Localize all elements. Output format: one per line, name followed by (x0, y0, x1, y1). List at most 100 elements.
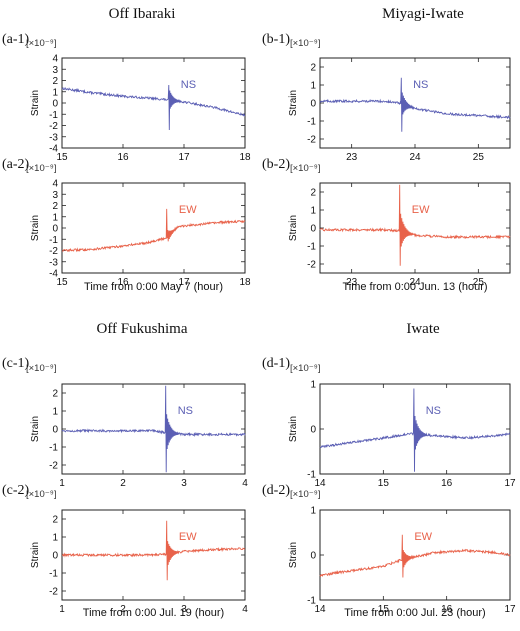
y-tick-label: -1 (49, 110, 58, 121)
y-tick-label: 2 (52, 389, 58, 400)
x-tick-label: 23 (346, 277, 358, 288)
x-tick-label: 24 (409, 152, 421, 163)
series-line-ew (319, 534, 511, 578)
y-tick-label: 2 (310, 63, 316, 74)
unit-label: [×10⁻⁹] (26, 163, 56, 174)
series-line-ns (61, 385, 246, 473)
y-tick-label: -1 (307, 470, 316, 481)
y-axis-label: Strain (288, 90, 299, 116)
panel-title: Iwate (406, 321, 440, 337)
panel-d-2: (d-2) [×10⁻⁹] 1 0 -114 15 16 17 Strain EW (262, 483, 516, 615)
plot-frame (319, 182, 511, 274)
x-tick-label: 18 (239, 277, 251, 288)
y-tick-label: -1 (49, 235, 58, 246)
x-tick-label: 17 (504, 478, 516, 489)
x-tick-label: 4 (242, 604, 248, 615)
series-line-ns (319, 77, 511, 132)
unit-label: [×10⁻⁹] (26, 38, 56, 49)
component-label: NS (426, 405, 441, 417)
y-axis-label: Strain (288, 542, 299, 568)
panel-title: Miyagi-Iwate (382, 6, 464, 22)
y-tick-label: -3 (49, 257, 58, 268)
plot-frame (61, 57, 246, 149)
x-tick-label: 15 (378, 478, 390, 489)
panel-label: (a-1) (2, 32, 30, 47)
y-tick-label: 0 (310, 224, 316, 235)
unit-label: [×10⁻⁹] (290, 489, 320, 500)
panel-label: (b-2) (262, 157, 290, 172)
y-tick-label: 4 (52, 179, 58, 190)
x-tick-label: 3 (181, 478, 187, 489)
y-axis-label: Strain (30, 416, 41, 442)
y-tick-label: -2 (49, 246, 58, 257)
y-tick-label: 2 (52, 76, 58, 87)
x-tick-label: 1 (59, 604, 65, 615)
y-tick-label: 2 (52, 515, 58, 526)
y-tick-label: 3 (52, 190, 58, 201)
series-line-ns (61, 84, 246, 131)
series-line-ew (319, 184, 511, 266)
panel-label: (c-1) (2, 356, 30, 371)
panel-title: Off Ibaraki (109, 6, 176, 22)
unit-label: [×10⁻⁹] (26, 363, 56, 374)
component-label: NS (178, 405, 193, 417)
y-tick-label: -1 (49, 443, 58, 454)
x-axis-label: Time from 0:00 Jul. 19 (hour) (83, 607, 224, 619)
x-tick-label: 17 (178, 277, 190, 288)
x-tick-label: 3 (181, 604, 187, 615)
x-tick-label: 17 (504, 604, 516, 615)
x-tick-label: 15 (56, 152, 68, 163)
unit-label: [×10⁻⁹] (290, 163, 320, 174)
component-label: EW (414, 531, 432, 543)
component-label: NS (413, 79, 428, 91)
x-tick-label: 14 (314, 604, 326, 615)
x-tick-label: 2 (120, 478, 126, 489)
x-tick-label: 24 (409, 277, 421, 288)
panel-label: (c-2) (2, 483, 30, 498)
x-tick-label: 18 (239, 152, 251, 163)
plot-frame (319, 509, 511, 601)
y-tick-label: -2 (49, 461, 58, 472)
x-axis-label: Time from 0:00 Jun. 13 (hour) (342, 281, 487, 293)
x-tick-label: 25 (473, 152, 485, 163)
y-tick-label: 1 (310, 506, 316, 517)
y-tick-label: -4 (49, 144, 58, 155)
panel-b-1: (b-1) [×10⁻⁹] 2 1 0 -1 -2 23 24 25 Strain NS (262, 32, 511, 163)
y-tick-label: -3 (49, 132, 58, 143)
x-tick-label: 15 (56, 277, 68, 288)
y-tick-label: 0 (310, 99, 316, 110)
x-axis-label: Time from 0:00 May 7 (hour) (84, 281, 223, 293)
plot-frame (319, 57, 511, 149)
component-label: EW (412, 204, 430, 216)
x-tick-label: 16 (117, 152, 129, 163)
y-tick-label: 1 (52, 212, 58, 223)
x-tick-label: 17 (178, 152, 190, 163)
y-tick-label: 1 (52, 533, 58, 544)
y-tick-label: 1 (310, 206, 316, 217)
y-tick-label: -2 (307, 135, 316, 146)
panel-label: (b-1) (262, 32, 290, 47)
y-axis-label: Strain (288, 215, 299, 241)
y-tick-label: -2 (49, 121, 58, 132)
plot-frame (61, 182, 246, 274)
series-line-ew (62, 208, 246, 253)
component-label: EW (179, 531, 197, 543)
y-tick-label: -4 (49, 269, 58, 280)
x-tick-label: 2 (120, 604, 126, 615)
y-tick-label: 2 (52, 201, 58, 212)
unit-label: [×10⁻⁹] (26, 489, 56, 500)
y-tick-label: 1 (310, 380, 316, 391)
x-tick-label: 14 (314, 478, 326, 489)
y-tick-label: 1 (52, 407, 58, 418)
y-tick-label: -2 (49, 587, 58, 598)
x-tick-label: 4 (242, 478, 248, 489)
x-tick-label: 16 (117, 277, 129, 288)
y-tick-label: 0 (52, 99, 58, 110)
y-tick-label: 1 (52, 87, 58, 98)
y-axis-label: Strain (30, 542, 41, 568)
y-axis-label: Strain (288, 416, 299, 442)
y-tick-label: 0 (52, 425, 58, 436)
y-tick-label: 3 (52, 65, 58, 76)
y-tick-label: 0 (52, 551, 58, 562)
